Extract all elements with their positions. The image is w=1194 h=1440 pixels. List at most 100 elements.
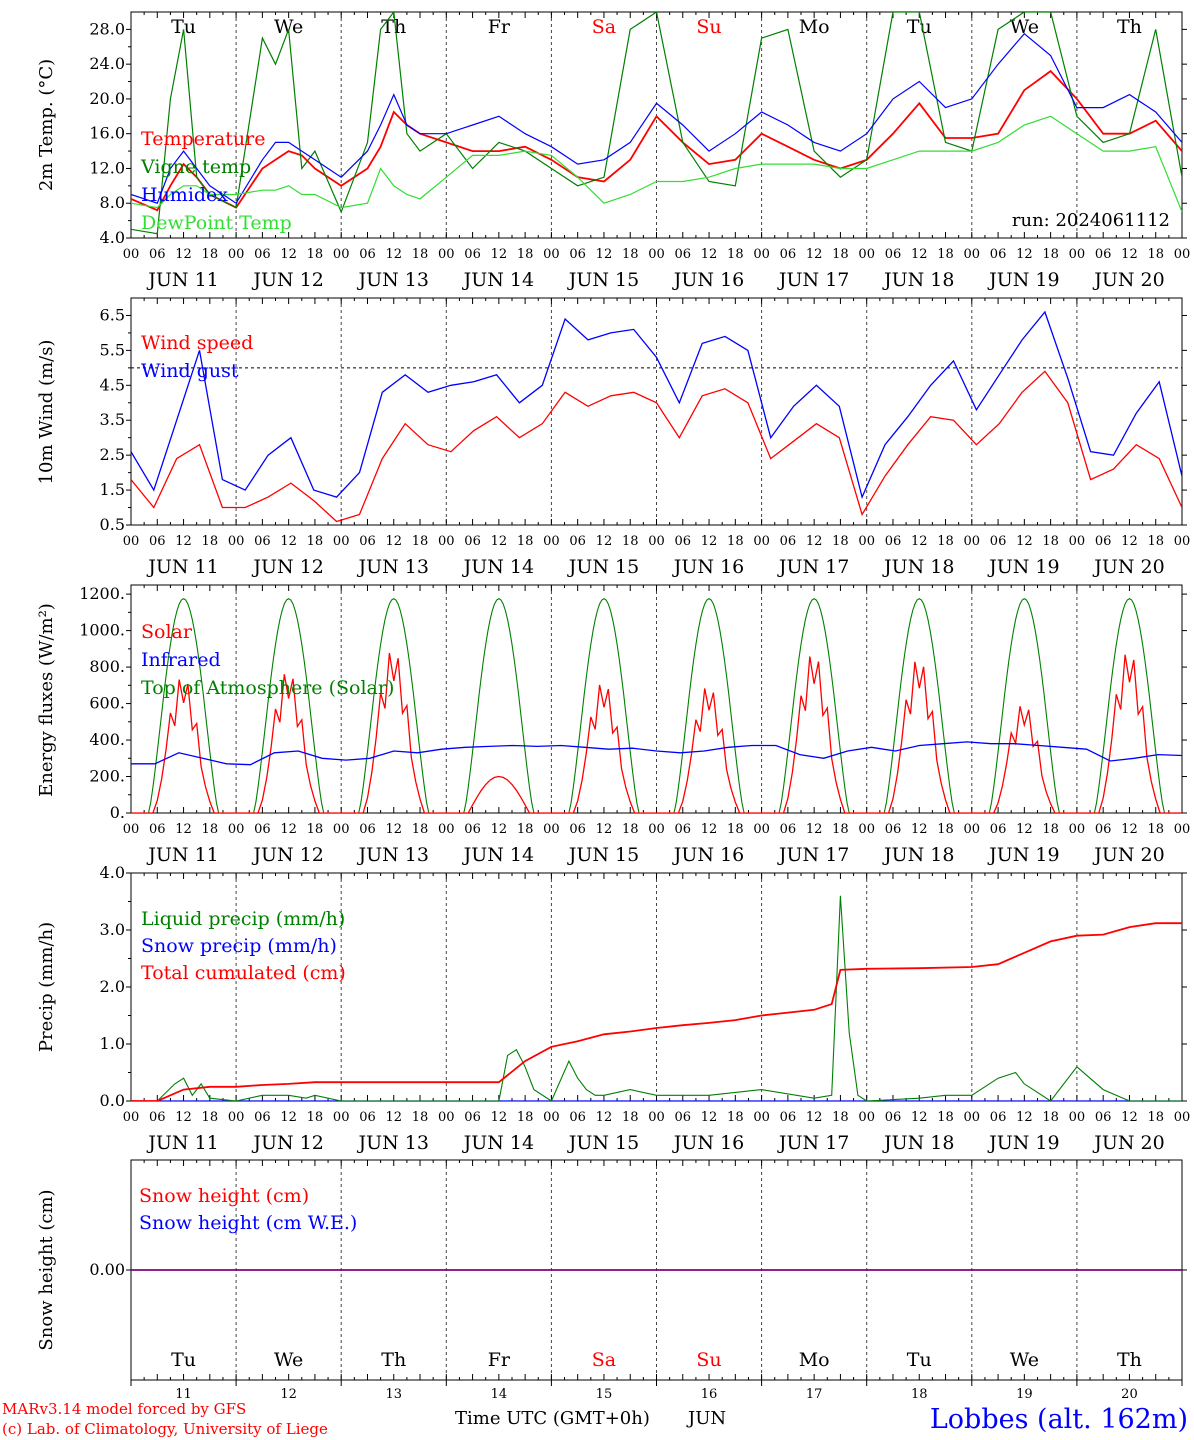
hour-tick-label: 00 — [1174, 822, 1191, 837]
panel-3: 0. 200. 400. 600. 800. 1000. 1200. Energy fluxe… — [36, 584, 1190, 866]
hour-tick-label: 18 — [202, 1110, 219, 1125]
day-label: JUN 15 — [567, 1132, 639, 1154]
hour-tick-label: 12 — [1121, 534, 1138, 549]
hour-tick-label: 18 — [727, 534, 744, 549]
day-label: JUN 13 — [357, 556, 429, 578]
day-label: JUN 14 — [462, 269, 534, 291]
y-tick-label: 1200. — [79, 584, 125, 603]
hour-tick-label: 06 — [675, 1110, 692, 1125]
day-label: JUN 19 — [987, 269, 1059, 291]
day-number-label: 18 — [911, 1387, 928, 1402]
day-label: JUN 13 — [357, 1132, 429, 1154]
hour-tick-label: 06 — [780, 534, 797, 549]
hour-tick-label: 00 — [858, 1110, 875, 1125]
day-label: JUN 11 — [146, 556, 218, 578]
hour-tick-label: 18 — [412, 247, 429, 262]
hour-tick-label: 06 — [464, 534, 481, 549]
hour-tick-label: 18 — [1042, 822, 1059, 837]
day-label: JUN 17 — [777, 556, 849, 578]
day-label: JUN 17 — [777, 1132, 849, 1154]
day-number-label: 17 — [806, 1387, 823, 1402]
hour-tick-label: 06 — [780, 247, 797, 262]
hour-tick-label: 12 — [385, 247, 402, 262]
series-line-toa-day — [236, 598, 342, 813]
hour-tick-label: 18 — [727, 822, 744, 837]
hour-tick-label: 18 — [937, 1110, 954, 1125]
hour-tick-label: 00 — [648, 247, 665, 262]
hour-tick-label: 18 — [517, 247, 534, 262]
y-tick-label: 20.0 — [89, 89, 125, 108]
series-group — [131, 12, 1182, 235]
hour-tick-label: 12 — [911, 822, 928, 837]
series-group — [131, 598, 1182, 813]
hour-tick-label: 12 — [596, 822, 613, 837]
hour-tick-label: 12 — [596, 534, 613, 549]
y-tick-label: 400. — [89, 730, 125, 749]
hour-tick-label: 12 — [280, 822, 297, 837]
hour-tick-label: 12 — [596, 247, 613, 262]
weekday-label: Tu — [171, 1349, 196, 1371]
hour-tick-label: 06 — [254, 822, 271, 837]
legend-entry: Humidex — [141, 184, 228, 206]
series-line-solar-day — [446, 775, 552, 813]
hour-tick-label: 00 — [543, 1110, 560, 1125]
series-line-toa-day — [971, 598, 1077, 813]
hour-tick-label: 12 — [175, 1110, 192, 1125]
day-label: JUN 18 — [882, 556, 954, 578]
hour-tick-label: 12 — [1121, 247, 1138, 262]
series-group — [131, 895, 1182, 1101]
hour-tick-label: 06 — [885, 822, 902, 837]
series-line-wind-gust — [131, 310, 1182, 500]
y-tick-label: 5.5 — [100, 340, 125, 359]
hour-tick-label: 00 — [543, 534, 560, 549]
hour-tick-label: 06 — [885, 1110, 902, 1125]
series-line-solar-day — [341, 652, 447, 813]
legend-entry: Snow height (cm) — [139, 1185, 309, 1207]
hour-tick-label: 06 — [254, 534, 271, 549]
weekday-label: We — [1010, 1349, 1039, 1371]
hour-tick-label: 00 — [648, 534, 665, 549]
hour-tick-label: 00 — [543, 822, 560, 837]
hour-tick-label: 18 — [307, 1110, 324, 1125]
day-label: JUN 19 — [987, 1132, 1059, 1154]
y-axis-label: Snow height (cm) — [36, 1189, 57, 1350]
hour-tick-label: 06 — [780, 822, 797, 837]
series-line-wind-speed — [131, 370, 1182, 523]
hour-tick-label: 18 — [1042, 247, 1059, 262]
day-number-label: 11 — [175, 1387, 192, 1402]
y-tick-label: 1.5 — [100, 480, 125, 499]
y-tick-label: 12.0 — [89, 158, 125, 177]
hour-tick-label: 06 — [675, 822, 692, 837]
y-axis-label: Energy fluxes (W/m²) — [36, 603, 57, 797]
series-line-toa-day — [551, 598, 657, 813]
y-tick-label: 0.0 — [100, 1091, 125, 1110]
hour-tick-label: 06 — [885, 534, 902, 549]
time-axis-label: Time UTC (GMT+0h) — [455, 1408, 650, 1429]
y-tick-label: 600. — [89, 694, 125, 713]
hour-tick-label: 00 — [123, 1110, 140, 1125]
hour-tick-label: 18 — [832, 534, 849, 549]
series-line-solar-day — [761, 656, 867, 813]
series-line-solar-day — [866, 661, 972, 813]
run-annotation: run: 2024061112 — [1012, 210, 1170, 231]
y-tick-label: 28.0 — [89, 19, 125, 38]
hour-tick-label: 00 — [1069, 247, 1086, 262]
y-tick-label: 3.0 — [100, 920, 125, 939]
y-axis-label: 10m Wind (m/s) — [36, 340, 57, 485]
hour-tick-label: 06 — [149, 822, 166, 837]
weekday-label: Su — [696, 1349, 721, 1371]
hour-tick-label: 06 — [359, 1110, 376, 1125]
hour-tick-label: 18 — [1147, 1110, 1164, 1125]
day-label: JUN 11 — [146, 269, 218, 291]
hour-tick-label: 18 — [727, 247, 744, 262]
hour-tick-label: 06 — [359, 247, 376, 262]
weekday-label: We — [274, 16, 303, 38]
hour-tick-label: 18 — [622, 822, 639, 837]
y-tick-label: 4.0 — [100, 228, 125, 247]
series-line-solar-day — [236, 674, 342, 813]
hour-tick-label: 06 — [464, 822, 481, 837]
hour-tick-label: 12 — [701, 822, 718, 837]
hour-tick-label: 06 — [990, 822, 1007, 837]
day-label: JUN 18 — [882, 844, 954, 866]
legend-entry: Total cumulated (cm) — [141, 962, 346, 984]
